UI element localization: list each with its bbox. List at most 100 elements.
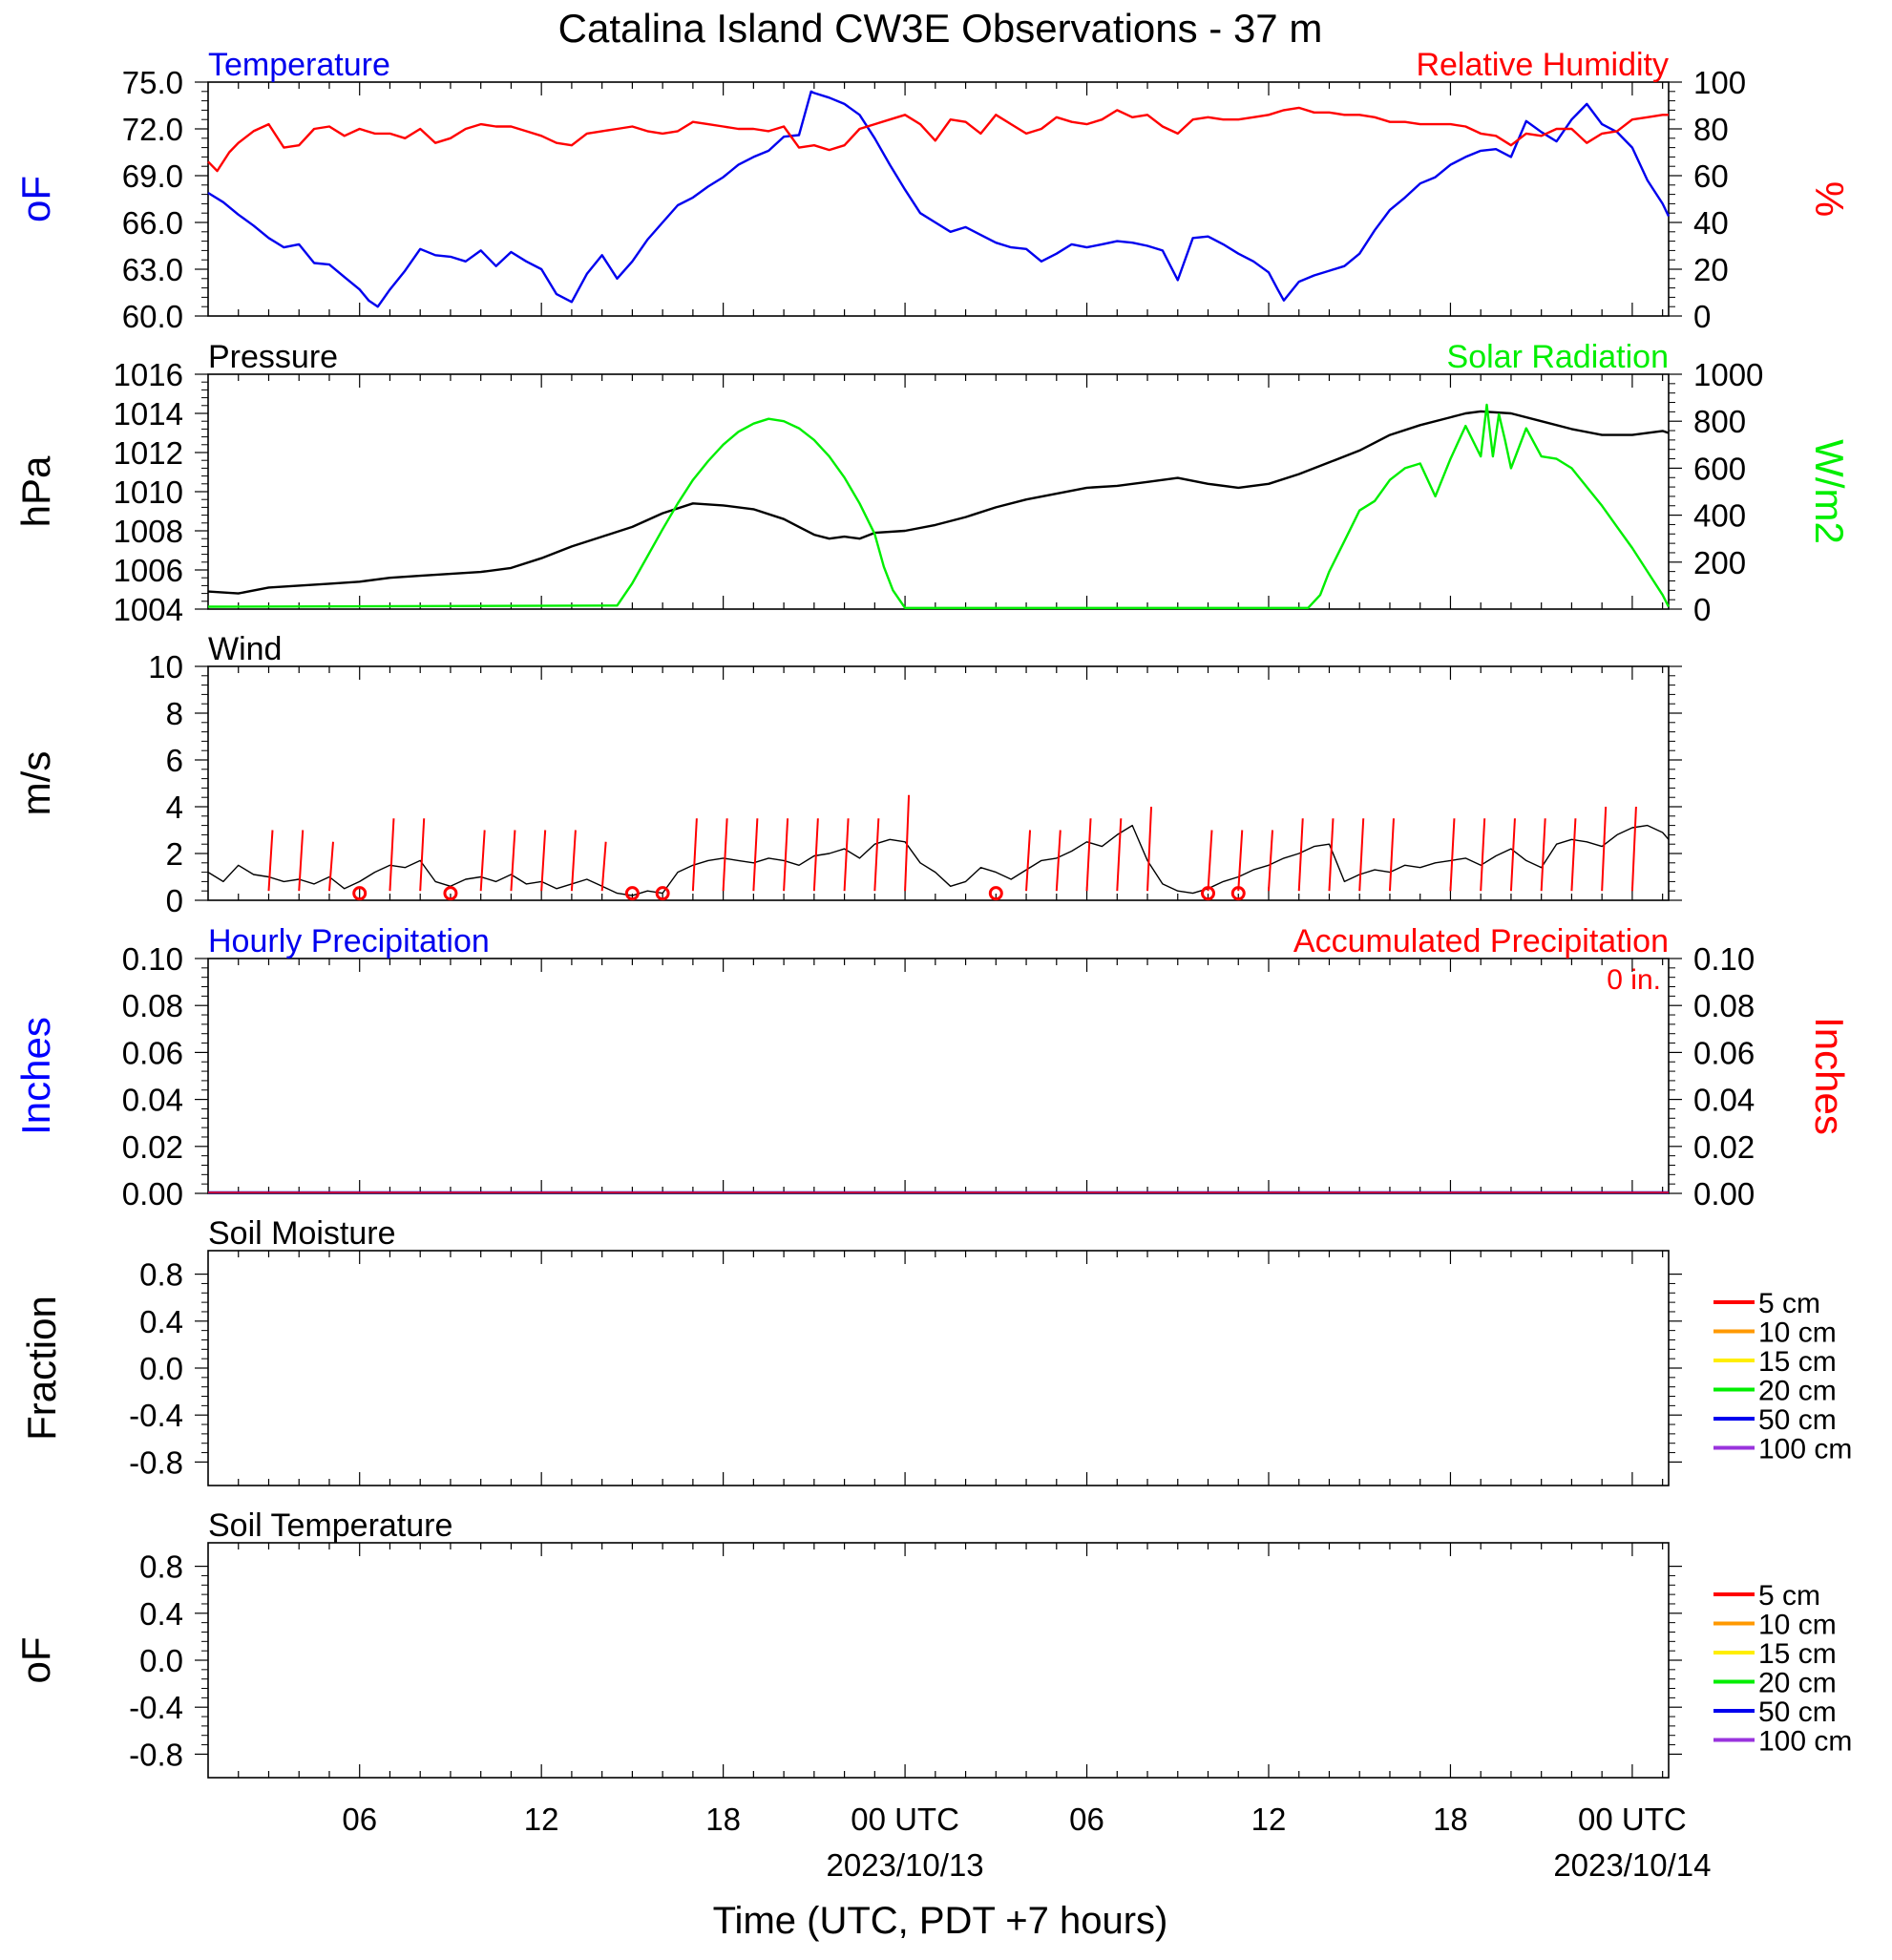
panel-temperature-humidity: [195, 81, 1682, 317]
y-right-tick-label: 0.00: [1693, 1176, 1755, 1212]
y-tick-label: 1008: [114, 514, 183, 549]
wind-barb: [783, 818, 789, 892]
series-line-solar-radiation: [207, 403, 1671, 609]
y-right-tick-label: 0.06: [1693, 1035, 1755, 1070]
wind-barb: [1570, 818, 1577, 892]
wind-barb: [570, 830, 577, 892]
y-tick-label: 8: [166, 696, 183, 731]
wind-barb: [873, 818, 880, 892]
y-right-tick-label: 600: [1693, 451, 1746, 486]
panel-title-left: Soil Moisture: [208, 1215, 396, 1252]
legend-label: 10 cm: [1758, 1610, 1837, 1641]
y-tick-label: -0.4: [129, 1690, 183, 1725]
y-axis-label-left: hPa: [13, 455, 58, 527]
series-line-relative-humidity: [207, 106, 1669, 173]
y-tick-label: 0.4: [139, 1304, 183, 1339]
y-right-tick-label: 0: [1693, 592, 1711, 627]
wind-barb: [843, 818, 850, 892]
x-tick-label: 06: [342, 1802, 377, 1837]
calm-wind-marker: [1230, 886, 1246, 901]
y-right-tick-label: 200: [1693, 545, 1746, 580]
y-tick-label: 60.0: [122, 299, 183, 334]
y-tick-label: 10: [148, 649, 183, 685]
wind-barb: [1509, 818, 1516, 892]
legend-label: 5 cm: [1758, 1288, 1820, 1319]
legend-label: 20 cm: [1758, 1376, 1837, 1407]
panel-title-right: Solar Radiation: [1447, 339, 1669, 375]
y-tick-label: 1010: [114, 474, 183, 510]
x-tick-label: 00 UTC: [1578, 1802, 1687, 1837]
y-right-tick-label: 100: [1693, 65, 1746, 100]
chart-title: Catalina Island CW3E Observations - 37 m: [558, 6, 1323, 51]
x-tick-date-label: 2023/10/14: [1553, 1847, 1711, 1883]
wind-barb: [1237, 830, 1244, 892]
wind-barb: [1055, 830, 1062, 892]
panel-pressure-solar: [195, 373, 1682, 610]
y-right-tick-label: 0: [1693, 299, 1711, 334]
x-tick-label: 00 UTC: [851, 1802, 959, 1837]
wind-barb: [1267, 830, 1273, 892]
y-axis-label-left: oF: [13, 176, 58, 222]
wind-barb: [600, 841, 607, 892]
legend-label: 15 cm: [1758, 1346, 1837, 1378]
plot-frame: [207, 665, 1670, 901]
panel-title-right: Relative Humidity: [1416, 47, 1669, 83]
y-axis-label-right: Inches: [1807, 1017, 1852, 1135]
accumulated-total-label: 0 in.: [1607, 964, 1661, 996]
x-tick-label: 12: [524, 1802, 559, 1837]
wind-barb: [812, 818, 819, 892]
y-tick-label: 0.04: [122, 1083, 183, 1118]
y-axis-label-left: Inches: [13, 1017, 58, 1135]
wind-barb: [1358, 818, 1365, 892]
panel-wind: [195, 665, 1682, 901]
y-tick-label: 1004: [114, 592, 183, 627]
y-tick-label: 0.4: [139, 1596, 183, 1632]
wind-barb: [419, 818, 426, 892]
y-right-tick-label: 800: [1693, 404, 1746, 439]
wind-barb: [1116, 818, 1123, 892]
wind-barb: [1449, 818, 1456, 892]
y-tick-label: 0.00: [122, 1176, 183, 1212]
calm-wind-marker: [624, 886, 640, 901]
y-tick-label: 1014: [114, 396, 183, 432]
wind-barb: [1025, 830, 1032, 892]
panel-title-left: Pressure: [208, 339, 338, 375]
wind-barb: [540, 830, 547, 892]
y-right-tick-label: 400: [1693, 498, 1746, 534]
y-tick-label: 6: [166, 743, 183, 778]
y-axis-label-left: Fraction: [19, 1296, 64, 1441]
legend-label: 100 cm: [1758, 1726, 1852, 1758]
panel-title-left: Temperature: [208, 47, 390, 83]
calm-wind-marker: [655, 886, 670, 901]
y-tick-label: 1016: [114, 357, 183, 392]
series-line-temperature: [207, 90, 1671, 308]
wind-barb: [510, 830, 516, 892]
legend-label: 5 cm: [1758, 1580, 1820, 1612]
y-right-tick-label: 80: [1693, 112, 1729, 147]
wind-barb: [752, 818, 759, 892]
legend-label: 20 cm: [1758, 1668, 1837, 1699]
y-right-tick-label: 1000: [1693, 357, 1763, 392]
y-tick-label: 4: [166, 790, 183, 825]
wind-barb: [1480, 818, 1486, 892]
panel-soil-temperature: [195, 1542, 1755, 1779]
x-tick-label: 18: [1433, 1802, 1468, 1837]
panel-title-right: Accumulated Precipitation: [1293, 923, 1669, 959]
y-tick-label: 69.0: [122, 158, 183, 194]
y-right-tick-label: 0.10: [1693, 941, 1755, 977]
y-tick-label: 0.06: [122, 1035, 183, 1070]
y-tick-label: -0.4: [129, 1398, 183, 1433]
legend-label: 50 cm: [1758, 1404, 1837, 1436]
wind-barb: [267, 830, 274, 892]
wind-barb: [1601, 806, 1608, 892]
wind-barb: [1328, 818, 1335, 892]
wind-barb: [327, 841, 334, 892]
panel-soil-moisture: [195, 1250, 1755, 1486]
y-tick-label: 1012: [114, 435, 183, 471]
x-tick-date-label: 2023/10/13: [826, 1847, 983, 1883]
y-tick-label: 0.8: [139, 1549, 183, 1585]
y-tick-label: 63.0: [122, 252, 183, 287]
legend-label: 50 cm: [1758, 1697, 1837, 1728]
panel-precipitation: [195, 958, 1682, 1194]
